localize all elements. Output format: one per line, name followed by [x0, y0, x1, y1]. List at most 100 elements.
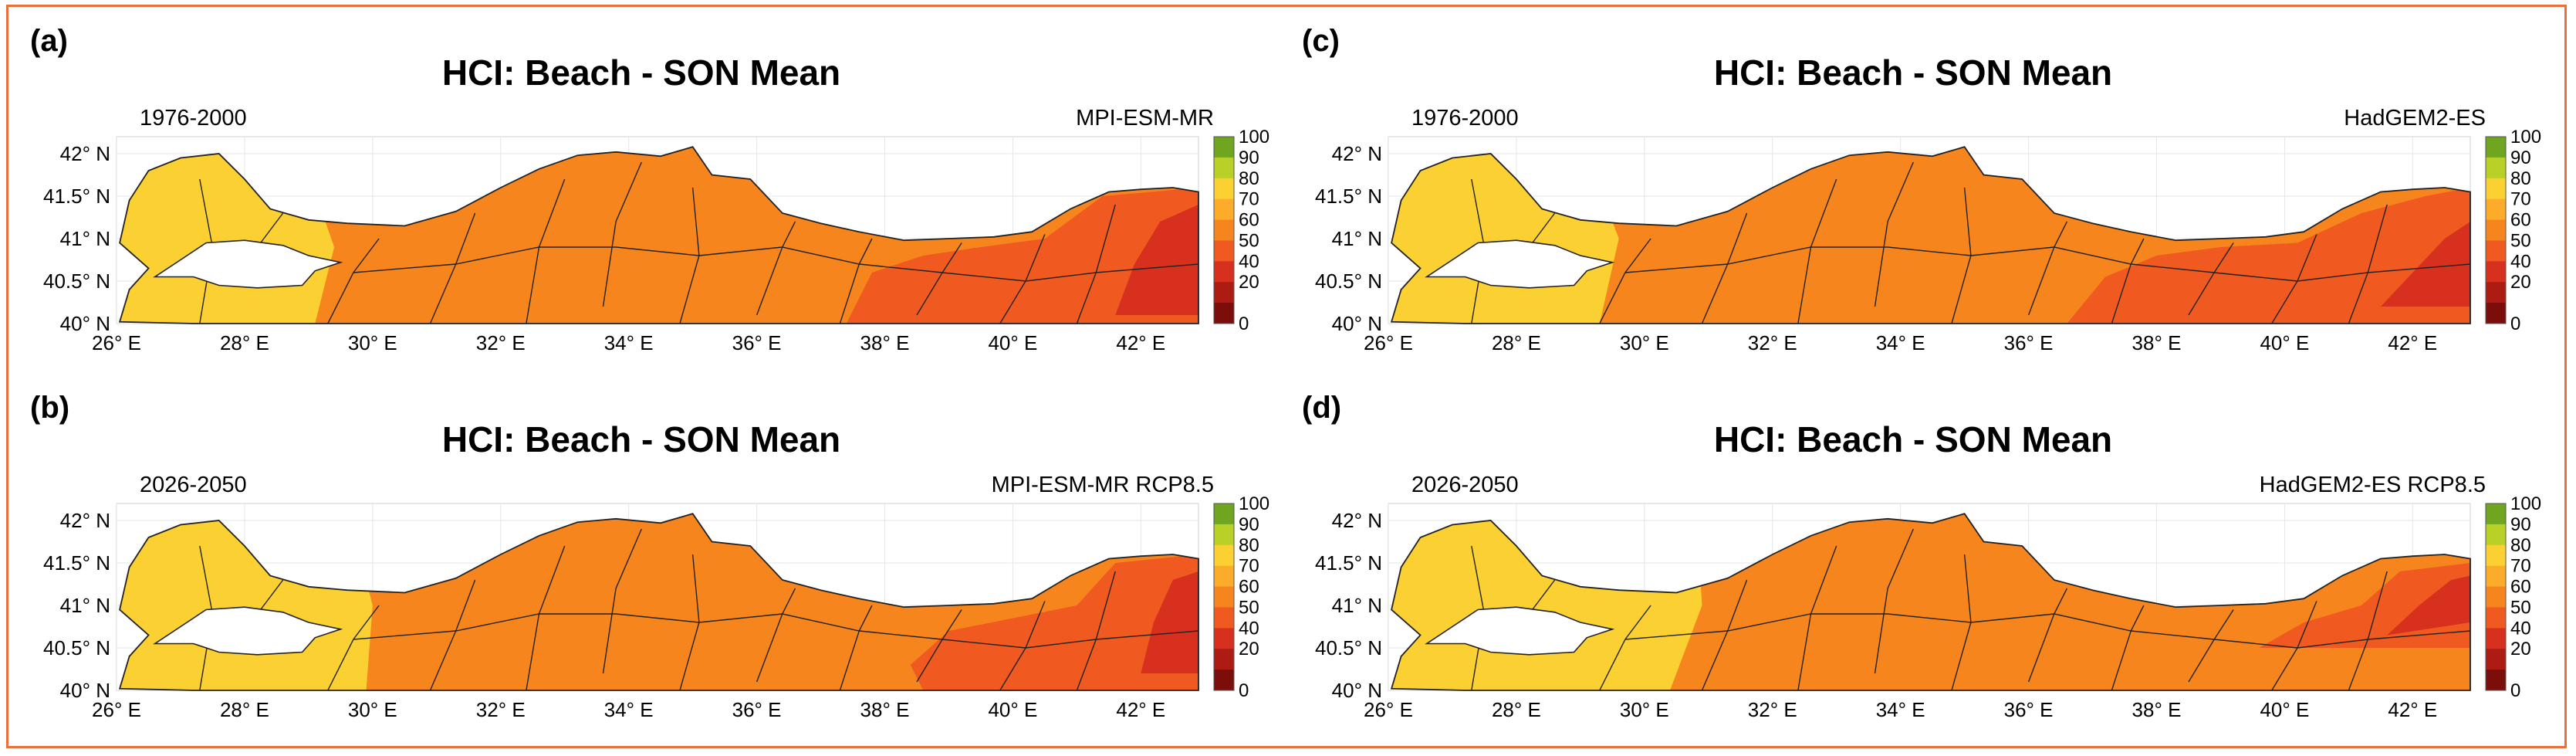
lon-tick-label: 26° E [1364, 331, 1413, 354]
lon-tick-label: 34° E [604, 331, 654, 354]
colorbar-segment [2486, 261, 2506, 283]
colorbar-tick-label: 90 [2510, 147, 2531, 168]
lon-tick-label: 36° E [2004, 698, 2054, 721]
lon-tick-label: 40° E [988, 698, 1037, 721]
colorbar-tick-label: 60 [1239, 210, 1259, 231]
lon-tick-label: 42° E [2388, 698, 2437, 721]
lon-tick-label: 26° E [1364, 698, 1413, 721]
colorbar-segment [1214, 670, 1234, 691]
coastline [1390, 146, 2471, 324]
lat-tick-label: 41° N [60, 594, 110, 617]
lat-tick-label: 40° N [60, 312, 110, 335]
lon-tick-label: 38° E [2132, 698, 2182, 721]
panel-label: (c) [1302, 24, 1340, 58]
lat-tick-label: 40° N [1332, 312, 1382, 335]
panel-title: HCI: Beach - SON Mean [441, 53, 841, 93]
lon-tick-label: 34° E [1876, 331, 1925, 354]
colorbar-segment [2486, 586, 2506, 608]
lat-tick-label: 40° N [1332, 679, 1382, 702]
lat-tick-label: 40.5° N [43, 636, 110, 659]
province-border [1528, 212, 1556, 248]
model-label: HadGEM2-ES [2344, 106, 2486, 131]
lon-tick-label: 42° E [1116, 698, 1165, 721]
colorbar-frame [1213, 503, 1235, 691]
lon-tick-label: 32° E [476, 331, 526, 354]
marmara-sea [153, 239, 343, 289]
colorbar-frame [2485, 503, 2507, 691]
panel-c: (c) HCI: Beach - SON Mean 1976-2000 HadG… [1280, 7, 2546, 370]
colorbar-segment [1214, 178, 1234, 200]
colorbar-tick-label: 0 [2510, 314, 2520, 334]
panel-label: (b) [30, 391, 70, 425]
province-border [353, 613, 1199, 649]
province-border [602, 528, 642, 674]
lon-tick-label: 40° E [988, 331, 1037, 354]
colorbar-segment [2486, 503, 2506, 525]
colorbar-tick-label: 20 [1239, 272, 1259, 293]
panel-label: (d) [1302, 391, 1342, 425]
lat-tick-label: 42° N [1332, 142, 1382, 165]
lat-tick-label: 41° N [1332, 594, 1382, 617]
colorbar-segment [1214, 544, 1234, 567]
colorbar-tick-label: 100 [2510, 127, 2541, 147]
colorbar-tick-label: 100 [1239, 127, 1269, 147]
coastline [118, 513, 1199, 691]
province-border [353, 246, 1199, 282]
colorbar-tick-label: 20 [2510, 639, 2531, 659]
colorbar-tick-label: 20 [2510, 272, 2531, 293]
colorbar-segment [1214, 137, 1234, 158]
colorbar-segment [2486, 303, 2506, 324]
lat-tick-label: 41.5° N [1315, 551, 1382, 575]
lon-tick-label: 28° E [1492, 331, 1541, 354]
map-plot: 42° N 41.5° N 41° N 40.5° N 40° N26° E 28° E 3… [43, 493, 1269, 721]
colorbar-segment [2486, 524, 2506, 546]
lat-tick-label: 40.5° N [43, 270, 110, 293]
lon-tick-label: 36° E [2004, 331, 2054, 354]
panel-d: (d) HCI: Beach - SON Mean 2026-2050 HadG… [1280, 374, 2546, 737]
lat-tick-label: 40° N [60, 679, 110, 702]
lat-tick-label: 40.5° N [1315, 636, 1382, 659]
colorbar-tick-label: 50 [2510, 230, 2531, 251]
colorbar-segment [2486, 649, 2506, 670]
lon-tick-label: 30° E [348, 331, 397, 354]
province-border [602, 161, 642, 307]
period-label: 1976-2000 [1411, 106, 1519, 131]
colorbar-segment [2486, 628, 2506, 649]
lon-tick-label: 26° E [92, 331, 141, 354]
period-label: 2026-2050 [140, 473, 247, 497]
colorbar-tick-label: 40 [2510, 618, 2531, 639]
lat-tick-label: 42° N [60, 509, 110, 532]
lat-tick-label: 42° N [1332, 509, 1382, 532]
province-border [1874, 161, 1914, 307]
colorbar-segment [1214, 503, 1234, 525]
lon-tick-label: 30° E [1620, 698, 1669, 721]
panel-title: HCI: Beach - SON Mean [441, 419, 841, 459]
map-plot: 42° N 41.5° N 41° N 40.5° N 40° N26° E 28° E 3… [1315, 127, 2541, 354]
colorbar-segment [2486, 219, 2506, 241]
colorbar-tick-label: 20 [1239, 639, 1259, 659]
lon-tick-label: 42° E [1116, 331, 1165, 354]
colorbar-segment [1214, 607, 1234, 629]
panel-b: (b) HCI: Beach - SON Mean 2026-2050 MPI-… [8, 374, 1274, 737]
lon-tick-label: 36° E [732, 698, 782, 721]
marmara-sea [153, 606, 343, 656]
hci-zone [910, 554, 1198, 690]
hci-zone [1141, 571, 1198, 673]
hci-zone [1115, 205, 1198, 315]
colorbar-frame [1213, 136, 1235, 324]
map-plot: 42° N 41.5° N 41° N 40.5° N 40° N26° E 28° E 3… [43, 127, 1269, 354]
colorbar-segment [2486, 282, 2506, 303]
lat-tick-label: 40.5° N [1315, 270, 1382, 293]
figure-frame: (a) HCI: Beach - SON Mean 1976-2000 MPI-… [6, 5, 2567, 748]
coastline [118, 146, 1199, 324]
lon-tick-label: 42° E [2388, 331, 2437, 354]
colorbar-tick-label: 70 [2510, 189, 2531, 210]
lon-tick-label: 40° E [2260, 331, 2309, 354]
colorbar-segment [2486, 544, 2506, 567]
province-border [256, 212, 284, 248]
colorbar-tick-label: 0 [1239, 314, 1249, 334]
lon-tick-label: 34° E [1876, 698, 1925, 721]
map-plot: 42° N 41.5° N 41° N 40.5° N 40° N26° E 28° E 3… [1315, 493, 2541, 721]
marmara-sea [1425, 239, 1615, 289]
province-border [1624, 613, 2471, 649]
